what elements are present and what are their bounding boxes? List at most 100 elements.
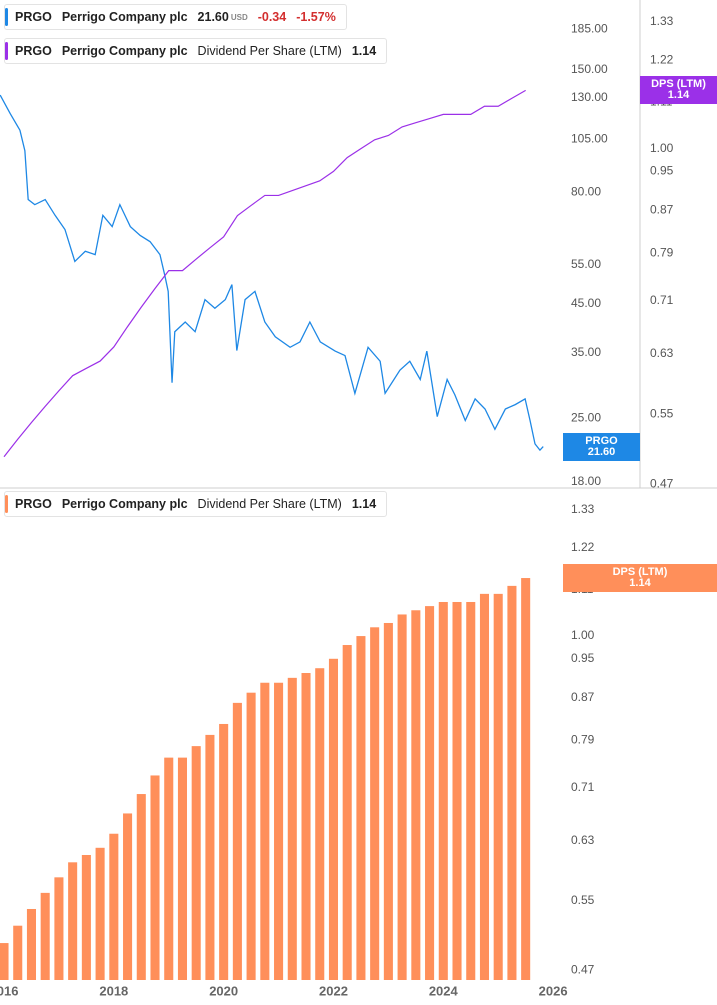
bar bbox=[246, 692, 256, 980]
y-tick-label: 1.00 bbox=[571, 628, 595, 642]
legend-value: 1.14 bbox=[351, 497, 377, 511]
legend-name: Perrigo Company plc bbox=[61, 497, 188, 511]
bar bbox=[315, 668, 325, 980]
bar bbox=[164, 757, 174, 980]
y2-tick-label: 0.79 bbox=[650, 246, 674, 260]
bar bbox=[287, 677, 297, 980]
y2-tick-label: 0.87 bbox=[650, 203, 674, 217]
x-tick-label: 2024 bbox=[429, 983, 459, 998]
bar bbox=[191, 746, 201, 980]
legend-price: PRGO Perrigo Company plc 21.60 USD -0.34… bbox=[4, 4, 347, 30]
bar bbox=[507, 585, 517, 980]
bar bbox=[342, 645, 352, 980]
bar bbox=[0, 943, 9, 980]
bar bbox=[411, 610, 421, 980]
y-tick-label: 0.87 bbox=[571, 690, 595, 704]
x-tick-label: 2020 bbox=[209, 983, 238, 998]
y-tick-label: 25.00 bbox=[571, 410, 601, 424]
bar bbox=[521, 578, 531, 980]
bar bbox=[438, 601, 448, 980]
y-tick-label: 1.22 bbox=[571, 540, 595, 554]
tag-value: 21.60 bbox=[587, 445, 616, 458]
bar bbox=[479, 593, 490, 980]
y-tick-label: 1.33 bbox=[571, 502, 595, 516]
value-tag: PRGO 21.60 bbox=[563, 432, 640, 461]
x-tick-label: 2026 bbox=[539, 983, 568, 998]
bar bbox=[95, 847, 105, 980]
y-tick-label: 130.00 bbox=[571, 90, 608, 104]
legend-price-value: 21.60 bbox=[197, 10, 229, 24]
y-tick-label: 0.47 bbox=[571, 963, 595, 977]
bar bbox=[123, 813, 133, 980]
y2-tick-label: 1.00 bbox=[650, 141, 674, 155]
y2-tick-label: 1.33 bbox=[650, 14, 674, 28]
y-tick-label: 80.00 bbox=[571, 184, 601, 198]
legend-change: -0.34 bbox=[257, 10, 287, 24]
bar bbox=[150, 775, 160, 980]
bar bbox=[452, 601, 462, 980]
y-tick-label: 0.95 bbox=[571, 651, 595, 665]
legend-symbol: PRGO bbox=[15, 497, 52, 511]
value-tag: DPS (LTM) 1.14 bbox=[563, 564, 717, 593]
y2-tick-label: 1.22 bbox=[650, 52, 674, 66]
y-tick-label: 0.55 bbox=[571, 893, 595, 907]
bar bbox=[493, 593, 503, 980]
y-tick-label: 45.00 bbox=[571, 296, 601, 310]
value-tag: DPS (LTM) 1.14 bbox=[640, 76, 717, 105]
bar bbox=[68, 862, 78, 980]
bar bbox=[397, 614, 407, 980]
legend-dps: PRGO Perrigo Company plc Dividend Per Sh… bbox=[4, 38, 388, 64]
legend-name: Perrigo Company plc bbox=[61, 10, 188, 24]
bar bbox=[177, 757, 187, 980]
bar bbox=[136, 794, 146, 980]
bar bbox=[26, 908, 36, 980]
y2-tick-label: 0.63 bbox=[650, 346, 674, 360]
bar bbox=[356, 636, 366, 980]
y-tick-label: 35.00 bbox=[571, 345, 601, 359]
y-tick-label: 0.71 bbox=[571, 780, 595, 794]
y2-tick-label: 0.55 bbox=[650, 407, 674, 421]
bar bbox=[54, 877, 64, 980]
legend-metric: Dividend Per Share (LTM) bbox=[197, 497, 342, 511]
bar bbox=[205, 734, 215, 980]
tag-label: DPS (LTM) bbox=[651, 78, 706, 91]
bar bbox=[466, 601, 476, 980]
tag-value: 1.14 bbox=[629, 577, 651, 590]
legend-metric: Dividend Per Share (LTM) bbox=[197, 44, 342, 58]
bar bbox=[370, 627, 380, 980]
bar bbox=[260, 682, 270, 980]
y-tick-label: 0.63 bbox=[571, 833, 595, 847]
bar bbox=[13, 925, 23, 980]
y-tick-label: 150.00 bbox=[571, 62, 608, 76]
y-tick-label: 0.79 bbox=[571, 733, 595, 747]
bar bbox=[383, 622, 393, 980]
x-tick-label: 2018 bbox=[99, 983, 128, 998]
y-tick-label: 185.00 bbox=[571, 21, 608, 35]
bar bbox=[425, 606, 435, 980]
bar bbox=[219, 723, 229, 980]
legend-value: 1.14 bbox=[351, 44, 377, 58]
tag-label: PRGO bbox=[585, 434, 618, 447]
legend-symbol: PRGO bbox=[15, 44, 52, 58]
tag-value: 1.14 bbox=[667, 89, 690, 102]
legend-name: Perrigo Company plc bbox=[61, 44, 188, 58]
bar bbox=[301, 673, 311, 980]
bar bbox=[40, 892, 50, 980]
tag-label: DPS (LTM) bbox=[612, 566, 668, 579]
legend-symbol: PRGO bbox=[15, 10, 52, 24]
bar bbox=[109, 833, 119, 980]
bar bbox=[81, 854, 91, 980]
x-tick-label: 2022 bbox=[319, 983, 348, 998]
bar bbox=[274, 682, 284, 980]
series-line bbox=[3, 89, 526, 458]
y2-tick-label: 0.71 bbox=[650, 293, 674, 307]
legend-change-pct: -1.57% bbox=[296, 10, 336, 24]
legend-dps-bars: PRGO Perrigo Company plc Dividend Per Sh… bbox=[4, 491, 388, 517]
y2-tick-label: 0.95 bbox=[650, 164, 674, 178]
y-tick-label: 18.00 bbox=[571, 474, 601, 488]
series-line bbox=[0, 94, 544, 452]
x-tick-label: 2016 bbox=[0, 983, 18, 998]
y2-tick-label: 0.47 bbox=[650, 476, 674, 490]
y-tick-label: 105.00 bbox=[571, 131, 608, 145]
